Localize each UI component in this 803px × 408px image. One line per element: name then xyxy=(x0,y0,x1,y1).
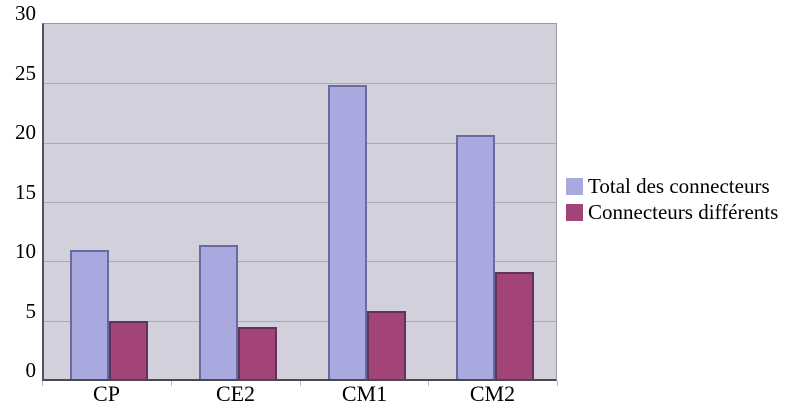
gridline-y-20 xyxy=(44,143,556,144)
gridline-y-15 xyxy=(44,202,556,203)
x-axis-tick xyxy=(557,381,558,386)
legend-label-total: Total des connecteurs xyxy=(588,173,770,198)
bar-differents-CM1 xyxy=(366,311,406,379)
legend-swatch-total xyxy=(566,177,583,195)
bar-total-CP xyxy=(69,250,109,379)
bar-differents-CP xyxy=(108,321,148,379)
y-tick-label-5: 5 xyxy=(25,298,37,323)
bar-differents-CE2 xyxy=(237,327,277,379)
x-tick-label-CE2: CE2 xyxy=(215,381,256,406)
gridline-y-10 xyxy=(44,261,556,262)
category-group-CM2 xyxy=(430,24,559,379)
y-tick-label-0: 0 xyxy=(25,358,37,382)
bar-differents-CM2 xyxy=(494,272,534,379)
y-tick-label-15: 15 xyxy=(15,179,36,204)
legend-label-differents: Connecteurs différents xyxy=(588,199,779,224)
y-tick-label-30: 30 xyxy=(15,1,36,25)
y-tick-label-25: 25 xyxy=(15,60,36,85)
bar-total-CE2 xyxy=(198,245,238,379)
x-tick-label-CP: CP xyxy=(93,381,120,406)
legend-swatch-differents xyxy=(566,203,583,221)
bar-total-CM1 xyxy=(327,85,367,379)
x-tick-label-CM2: CM2 xyxy=(469,381,516,406)
category-group-CM1 xyxy=(302,24,431,379)
legend-item-differents: Connecteurs différents xyxy=(566,199,778,225)
y-tick-label-20: 20 xyxy=(15,120,36,144)
x-axis-tick xyxy=(428,381,429,386)
x-tick-label-CM1: CM1 xyxy=(341,381,388,406)
x-axis-tick xyxy=(300,381,301,386)
y-tick-label-10: 10 xyxy=(15,239,36,263)
gridline-y-5 xyxy=(44,321,556,322)
gridline-y-25 xyxy=(44,83,556,84)
category-group-CP xyxy=(44,24,173,379)
x-axis-tick xyxy=(42,381,43,386)
x-axis-tick xyxy=(171,381,172,386)
legend: Total des connecteurs Connecteurs différ… xyxy=(566,173,778,225)
plot-area xyxy=(42,23,557,381)
bar-total-CM2 xyxy=(455,135,495,379)
category-group-CE2 xyxy=(173,24,302,379)
legend-item-total: Total des connecteurs xyxy=(566,173,778,199)
